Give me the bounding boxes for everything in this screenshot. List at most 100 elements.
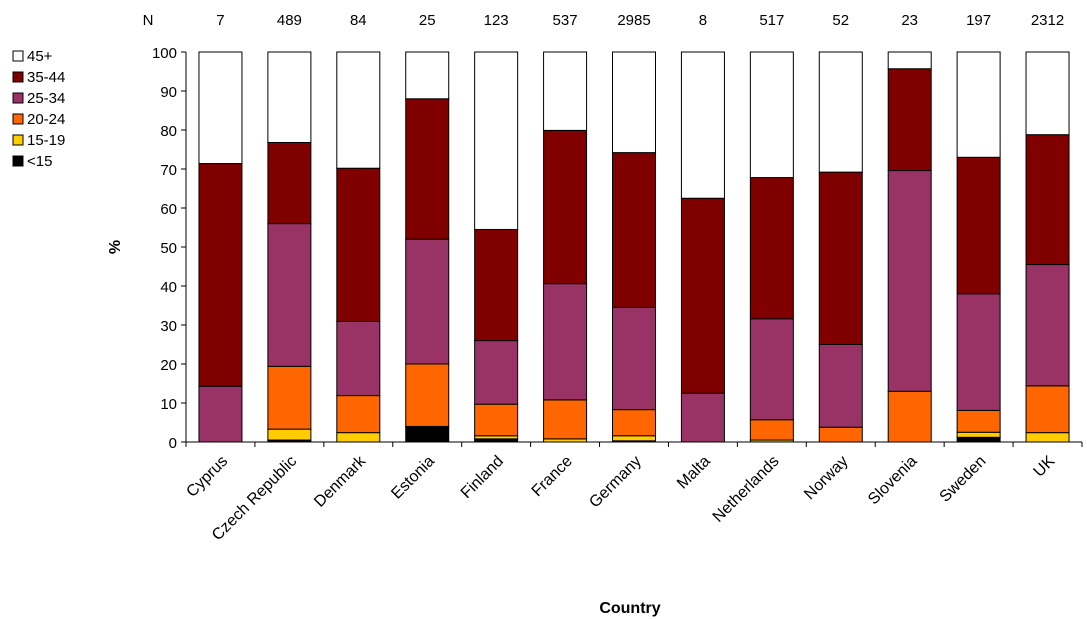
bar-segment: [680, 197, 725, 394]
bar-segment: [405, 238, 450, 365]
bar-segment: [543, 399, 588, 440]
legend-label: 15-19: [27, 132, 65, 149]
n-value-label: 537: [553, 12, 578, 29]
bar-segment: [405, 51, 450, 100]
y-tick-label: 60: [160, 201, 177, 218]
legend-swatch: [12, 113, 24, 125]
y-tick-label: 20: [160, 357, 177, 374]
n-value-label: 123: [484, 12, 509, 29]
bar-stack: [887, 51, 932, 443]
bar-segment: [267, 365, 312, 430]
bar-segment: [198, 385, 243, 443]
n-row: N 7 489 84 25 123 537 2985 8 517 52 23 197 2312: [143, 12, 1065, 29]
bar-stack: [474, 51, 519, 443]
x-category-label: Malta: [674, 453, 714, 493]
n-value-label: 2312: [1031, 12, 1064, 29]
bar-segment: [749, 51, 794, 179]
bar-segment: [612, 306, 656, 411]
legend-label: 25-34: [27, 90, 65, 107]
bar-segment: [1025, 134, 1070, 266]
bar-segment: [818, 51, 863, 173]
bar-segment: [405, 98, 450, 240]
y-tick-label: 30: [160, 318, 177, 335]
y-tick-label: 100: [152, 45, 177, 62]
bar-stack: [543, 51, 588, 443]
bar-segment: [336, 51, 381, 169]
y-tick-label: 80: [160, 123, 177, 140]
y-tick-label: 10: [160, 396, 177, 413]
legend-swatch: [12, 92, 24, 104]
x-category-label: France: [529, 453, 576, 500]
bar-segment: [336, 432, 381, 443]
x-axis-title: Country: [599, 600, 660, 617]
bar-segment: [680, 51, 725, 199]
bar-segment: [543, 51, 588, 131]
legend-swatch: [12, 134, 24, 146]
bar-segment: [612, 51, 656, 154]
bar-segment: [336, 167, 381, 322]
x-category-label: Norway: [801, 453, 851, 503]
bar-stack: [749, 51, 794, 443]
bar-segment: [474, 340, 519, 405]
n-value-label: 25: [419, 12, 436, 29]
bar-segment: [267, 51, 312, 143]
bar-segment: [749, 419, 794, 441]
bar-segment: [887, 68, 932, 172]
bar-segment: [405, 363, 450, 427]
y-tick-label: 70: [160, 162, 177, 179]
x-category-label: Germany: [586, 453, 645, 512]
x-category-label: Estonia: [388, 453, 438, 503]
bar-segment: [956, 436, 1001, 443]
x-category-label: Denmark: [311, 452, 370, 511]
bar-segment: [749, 318, 794, 421]
bar-segment: [612, 435, 656, 442]
bar-segment: [818, 426, 863, 443]
bar-segment: [887, 170, 932, 392]
n-value-label: 197: [966, 12, 991, 29]
n-value-label: 2985: [617, 12, 650, 29]
bar-segment: [818, 171, 863, 345]
bar-segment: [956, 409, 1001, 433]
bar-segment: [956, 293, 1001, 411]
bar-stack: [680, 51, 725, 443]
n-value-label: 8: [699, 12, 707, 29]
bar-stack: [198, 51, 243, 443]
legend-label: <15: [27, 153, 52, 170]
legend-swatch: [12, 155, 24, 167]
n-value-label: 517: [759, 12, 784, 29]
bar-segment: [267, 428, 312, 441]
bar-segment: [267, 223, 312, 367]
bar-segment: [612, 152, 656, 308]
n-row-header: N: [143, 12, 154, 29]
bar-stack: [818, 51, 863, 443]
bar-segment: [198, 51, 243, 165]
x-category-label: Cyprus: [183, 453, 231, 501]
bar-segment: [749, 177, 794, 320]
bar-segment: [612, 409, 656, 437]
x-category-label: Finland: [458, 453, 507, 502]
legend-label: 20-24: [27, 111, 65, 128]
bar-segment: [1025, 51, 1070, 136]
bar-segment: [474, 228, 519, 342]
y-tick-label: 0: [169, 435, 177, 452]
n-value-label: 489: [277, 12, 302, 29]
bar-segment: [887, 51, 932, 70]
bar-segment: [474, 403, 519, 437]
bar-segment: [1025, 264, 1070, 387]
bar-segment: [543, 129, 588, 285]
bar-stack: [1025, 51, 1070, 443]
bar-segment: [956, 431, 1001, 438]
x-category-label: Netherlands: [710, 453, 783, 526]
bar-segment: [1025, 385, 1070, 434]
n-value-label: 7: [216, 12, 224, 29]
bar-stack: [956, 51, 1001, 443]
bar-stack: [267, 51, 312, 443]
bar-segment: [956, 51, 1001, 158]
bar-segment: [818, 344, 863, 428]
bar-stack: [405, 51, 450, 443]
x-category-label: Slovenia: [865, 453, 920, 508]
bar-segment: [198, 163, 243, 387]
bar-stack: [612, 51, 656, 443]
x-category-label: UK: [1031, 453, 1059, 481]
